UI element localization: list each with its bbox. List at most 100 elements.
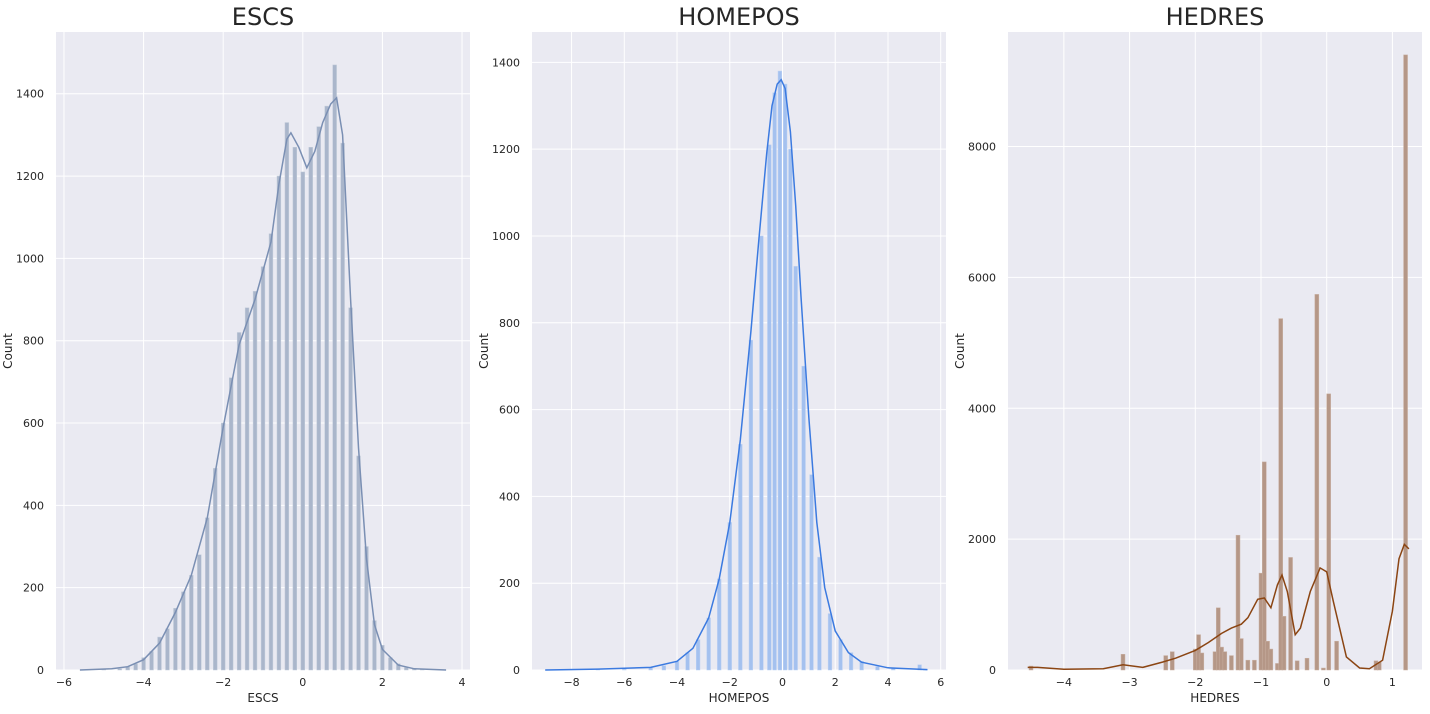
subplot-title: ESCS bbox=[232, 3, 294, 31]
histogram-bar bbox=[357, 456, 361, 670]
y-tick-label: 600 bbox=[499, 404, 520, 417]
histogram-bar bbox=[134, 664, 138, 670]
x-axis-label: HOMEPOS bbox=[709, 691, 770, 705]
histogram-bar bbox=[341, 143, 345, 670]
x-tick-label: 2 bbox=[379, 676, 386, 689]
histogram-bar bbox=[783, 84, 787, 670]
histogram-bar bbox=[738, 444, 742, 670]
histogram-bar bbox=[1164, 656, 1168, 670]
histogram-bar bbox=[1262, 462, 1266, 670]
x-axis-label: HEDRES bbox=[1190, 691, 1239, 705]
x-tick-label: 4 bbox=[884, 676, 891, 689]
histogram-bar bbox=[1295, 661, 1299, 670]
histogram-bar bbox=[1327, 394, 1331, 670]
histogram-bar bbox=[794, 266, 798, 670]
histogram-bar bbox=[760, 236, 764, 670]
histogram-bar bbox=[237, 332, 241, 670]
histogram-bar bbox=[662, 666, 666, 670]
x-tick-label: −4 bbox=[135, 676, 151, 689]
histogram-bar bbox=[118, 669, 122, 670]
histogram-bar bbox=[696, 640, 700, 670]
plot-background bbox=[1008, 32, 1422, 670]
histogram-bar bbox=[166, 629, 170, 670]
histogram-bar bbox=[150, 651, 154, 670]
histogram-bar bbox=[778, 71, 782, 670]
histogram-bar bbox=[1246, 660, 1250, 670]
y-tick-label: 1200 bbox=[16, 170, 44, 183]
histogram-bar bbox=[325, 106, 329, 670]
x-tick-label: −6 bbox=[56, 676, 72, 689]
subplot-title: HOMEPOS bbox=[678, 3, 799, 31]
histogram-bar bbox=[285, 123, 289, 670]
y-tick-label: 0 bbox=[989, 664, 996, 677]
histogram-bar bbox=[707, 618, 711, 670]
histogram-bar bbox=[253, 291, 257, 670]
x-tick-label: −4 bbox=[1056, 676, 1072, 689]
x-tick-label: 2 bbox=[832, 676, 839, 689]
y-tick-label: 800 bbox=[499, 317, 520, 330]
x-tick-label: 0 bbox=[299, 676, 306, 689]
histogram-bar bbox=[1252, 660, 1256, 670]
histogram-bar bbox=[810, 475, 814, 670]
histogram-bar bbox=[174, 608, 178, 670]
x-tick-label: −1 bbox=[1253, 676, 1269, 689]
y-tick-label: 1400 bbox=[492, 56, 520, 69]
histogram-bar bbox=[789, 149, 793, 670]
y-tick-label: 400 bbox=[23, 499, 44, 512]
x-tick-label: −6 bbox=[616, 676, 632, 689]
subplot-title: HEDRES bbox=[1166, 3, 1265, 31]
histogram-bar bbox=[261, 267, 265, 670]
x-axis-label: ESCS bbox=[247, 691, 278, 705]
x-tick-label: 0 bbox=[1323, 676, 1330, 689]
histogram-bar bbox=[1335, 641, 1339, 670]
x-tick-label: 4 bbox=[459, 676, 466, 689]
histogram-bar bbox=[1229, 656, 1233, 670]
y-tick-label: 0 bbox=[37, 664, 44, 677]
x-tick-label: −2 bbox=[722, 676, 738, 689]
histogram-bar bbox=[213, 468, 217, 670]
y-tick-label: 800 bbox=[23, 335, 44, 348]
histogram-bar bbox=[309, 147, 313, 670]
histogram-bar bbox=[229, 378, 233, 670]
histogram-bar bbox=[773, 93, 777, 670]
histogram-bar bbox=[1305, 658, 1309, 670]
histogram-bar bbox=[301, 172, 305, 670]
histogram-bar bbox=[818, 557, 822, 670]
histogram-bar bbox=[245, 308, 249, 670]
histogram-bar bbox=[197, 555, 201, 670]
histogram-bar bbox=[293, 147, 297, 670]
y-tick-label: 1400 bbox=[16, 88, 44, 101]
y-tick-label: 6000 bbox=[968, 271, 996, 284]
x-tick-label: 6 bbox=[937, 676, 944, 689]
y-tick-label: 600 bbox=[23, 417, 44, 430]
y-tick-label: 4000 bbox=[968, 402, 996, 415]
histogram-bar bbox=[717, 579, 721, 670]
x-tick-label: −4 bbox=[669, 676, 685, 689]
histogram-bar bbox=[728, 522, 732, 670]
histogram-bar bbox=[1200, 653, 1204, 670]
histogram-bar bbox=[1239, 639, 1243, 670]
histogram-bar bbox=[333, 65, 337, 670]
histogram-bar bbox=[686, 653, 690, 670]
x-tick-label: −2 bbox=[215, 676, 231, 689]
histogram-bar bbox=[1321, 668, 1325, 670]
histogram-bar bbox=[1282, 616, 1286, 670]
y-tick-label: 1000 bbox=[16, 252, 44, 265]
histogram-bar bbox=[828, 614, 832, 670]
histogram-bar bbox=[675, 661, 679, 670]
histogram-bar bbox=[181, 592, 185, 670]
histogram-bar bbox=[1223, 652, 1227, 670]
histogram-bar bbox=[839, 640, 843, 670]
histogram-bar bbox=[1404, 55, 1408, 670]
histogram-bar bbox=[317, 127, 321, 670]
histogram-bar bbox=[1269, 649, 1273, 670]
histogram-bar bbox=[1121, 654, 1125, 670]
y-axis-label: Count bbox=[953, 333, 967, 369]
histogram-bar bbox=[277, 176, 281, 670]
y-tick-label: 1200 bbox=[492, 143, 520, 156]
histogram-bar bbox=[622, 669, 626, 670]
